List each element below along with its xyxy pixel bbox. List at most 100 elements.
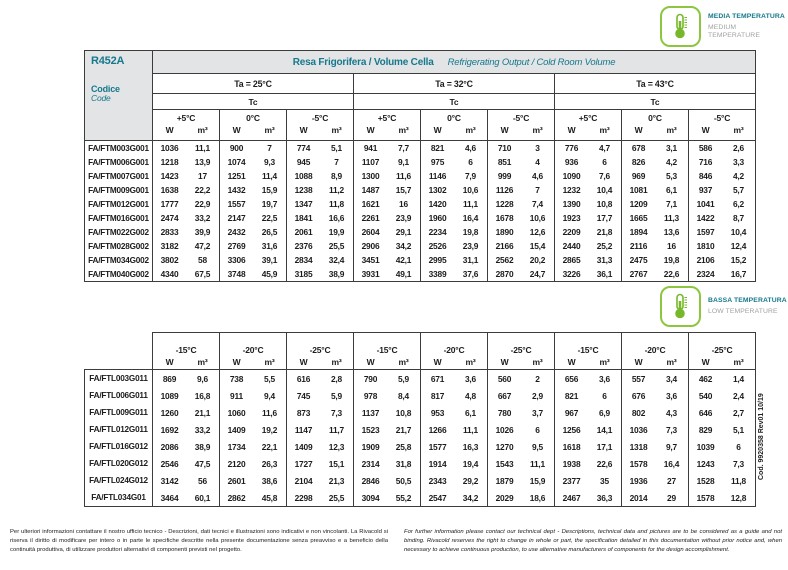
w-value: 1266 — [428, 424, 447, 435]
w-value: 2833 — [160, 227, 179, 237]
value-cell: 1894 13,6 — [621, 225, 689, 239]
value-cell: 3142 56 — [152, 472, 220, 489]
w-value: 999 — [497, 171, 512, 181]
w-value: 2234 — [428, 227, 447, 237]
value-cell: 1578 12,8 — [688, 489, 756, 507]
m3-value: 10,8 — [596, 199, 613, 209]
value-pair: 1081 6,1 — [622, 185, 688, 195]
value-pair: 936 6 — [555, 157, 621, 167]
value-pair: 462 1,4 — [689, 374, 755, 384]
value-pair: 790 5,9 — [354, 374, 420, 384]
value-pair: 999 4,6 — [488, 171, 554, 181]
value-pair: 1090 7,6 — [555, 171, 621, 181]
unit-m3-label: m³ — [733, 357, 744, 367]
value-cell: 3931 49,1 — [353, 267, 421, 282]
value-cell: 2833 39,9 — [152, 225, 220, 239]
unit-w-label: W — [366, 357, 375, 367]
w-value: 1270 — [495, 441, 514, 452]
value-pair: 829 5,1 — [689, 425, 755, 435]
value-pair: 1260 21,1 — [153, 408, 219, 418]
w-value: 2562 — [495, 255, 514, 265]
value-pair: 1318 9,7 — [622, 442, 688, 452]
value-cell: 937 5,7 — [688, 183, 756, 197]
value-pair: 3185 38,9 — [287, 269, 353, 279]
value-cell: 2086 38,9 — [152, 438, 220, 455]
w-value: 2995 — [428, 255, 447, 265]
w-value: 3802 — [160, 255, 179, 265]
temp-header-label: -20°C — [242, 345, 264, 355]
m3-value: 22,5 — [261, 213, 278, 223]
m3-value: 13,6 — [663, 227, 680, 237]
value-cell: 2767 22,6 — [621, 267, 689, 282]
w-value: 1243 — [696, 458, 715, 469]
value-cell: 1423 17 — [152, 169, 220, 183]
value-cell: 1890 12,6 — [487, 225, 555, 239]
low-temperature-badge: BASSA TEMPERATURA LOW TEMPERATURE — [660, 286, 788, 327]
value-pair: 2474 33,2 — [153, 213, 219, 223]
w-value: 1487 — [361, 185, 380, 195]
value-cell: 873 7,3 — [286, 404, 354, 421]
value-pair: 1232 10,4 — [555, 185, 621, 195]
w-value: 873 — [296, 407, 311, 418]
table-row: FA/FTM022G002 2833 39,9 2432 26,5 2061 19,9 260… — [84, 225, 756, 239]
unit-w-label: W — [634, 125, 643, 135]
value-pair: 776 4,7 — [555, 143, 621, 153]
w-value: 3464 — [160, 492, 179, 503]
m3-value: 3,7 — [531, 407, 544, 418]
value-pair: 540 2,4 — [689, 391, 755, 401]
m3-value: 21,1 — [194, 407, 211, 418]
value-cell: 2376 25,5 — [286, 239, 354, 253]
unit-w-label: W — [366, 125, 375, 135]
m3-value: 4,2 — [732, 171, 745, 181]
m3-value: 19,2 — [261, 424, 278, 435]
value-pair: 1270 9,5 — [488, 442, 554, 452]
w-value: 802 — [631, 407, 646, 418]
m3-value: 3,4 — [665, 373, 678, 384]
m3-value: 4,6 — [531, 171, 544, 181]
w-value: 1041 — [696, 199, 715, 209]
value-pair: 1894 13,6 — [622, 227, 688, 237]
value-pair: 3931 49,1 — [354, 269, 420, 279]
value-cell: 646 2,7 — [688, 404, 756, 421]
product-code-cell: FA/FTM003G001 — [84, 140, 153, 155]
w-value: 1422 — [696, 213, 715, 223]
value-pair: 1026 6 — [488, 425, 554, 435]
m3-value: 33,2 — [194, 213, 211, 223]
m3-value: 11,1 — [194, 143, 211, 153]
value-cell: 3748 45,9 — [219, 267, 287, 282]
m3-value: 11,1 — [462, 424, 479, 435]
value-cell: 1422 8,7 — [688, 211, 756, 225]
code-label-it: Codice — [91, 84, 120, 94]
w-value: 2467 — [562, 492, 581, 503]
m3-value: 15,1 — [328, 458, 345, 469]
w-value: 1810 — [696, 241, 715, 251]
value-pair: 1107 9,1 — [354, 157, 420, 167]
m3-value: 10,4 — [730, 227, 747, 237]
unit-w-label: W — [165, 357, 174, 367]
w-value: 780 — [497, 407, 512, 418]
value-cell: 1126 7 — [487, 183, 555, 197]
w-value: 1923 — [562, 213, 581, 223]
w-value: 2846 — [361, 475, 380, 486]
w-value: 2376 — [294, 241, 313, 251]
product-code-cell: FA/FTM016G001 — [84, 211, 153, 225]
m3-value: 15,2 — [730, 255, 747, 265]
value-pair: 2432 26,5 — [220, 227, 286, 237]
m3-value: 11,1 — [462, 199, 479, 209]
m3-value: 4,2 — [665, 157, 678, 167]
ta-header: Ta = 32°C — [353, 73, 555, 94]
value-cell: 774 5,1 — [286, 140, 354, 155]
value-pair: 2376 25,5 — [287, 241, 353, 251]
m3-value: 29,1 — [395, 227, 412, 237]
value-cell: 2298 25,5 — [286, 489, 354, 507]
value-cell: 2562 20,2 — [487, 253, 555, 267]
m3-value: 29 — [667, 492, 676, 503]
temp-header-label: -25°C — [711, 345, 733, 355]
value-cell: 557 3,4 — [621, 369, 689, 387]
value-cell: 936 6 — [554, 155, 622, 169]
w-value: 1126 — [495, 185, 514, 195]
